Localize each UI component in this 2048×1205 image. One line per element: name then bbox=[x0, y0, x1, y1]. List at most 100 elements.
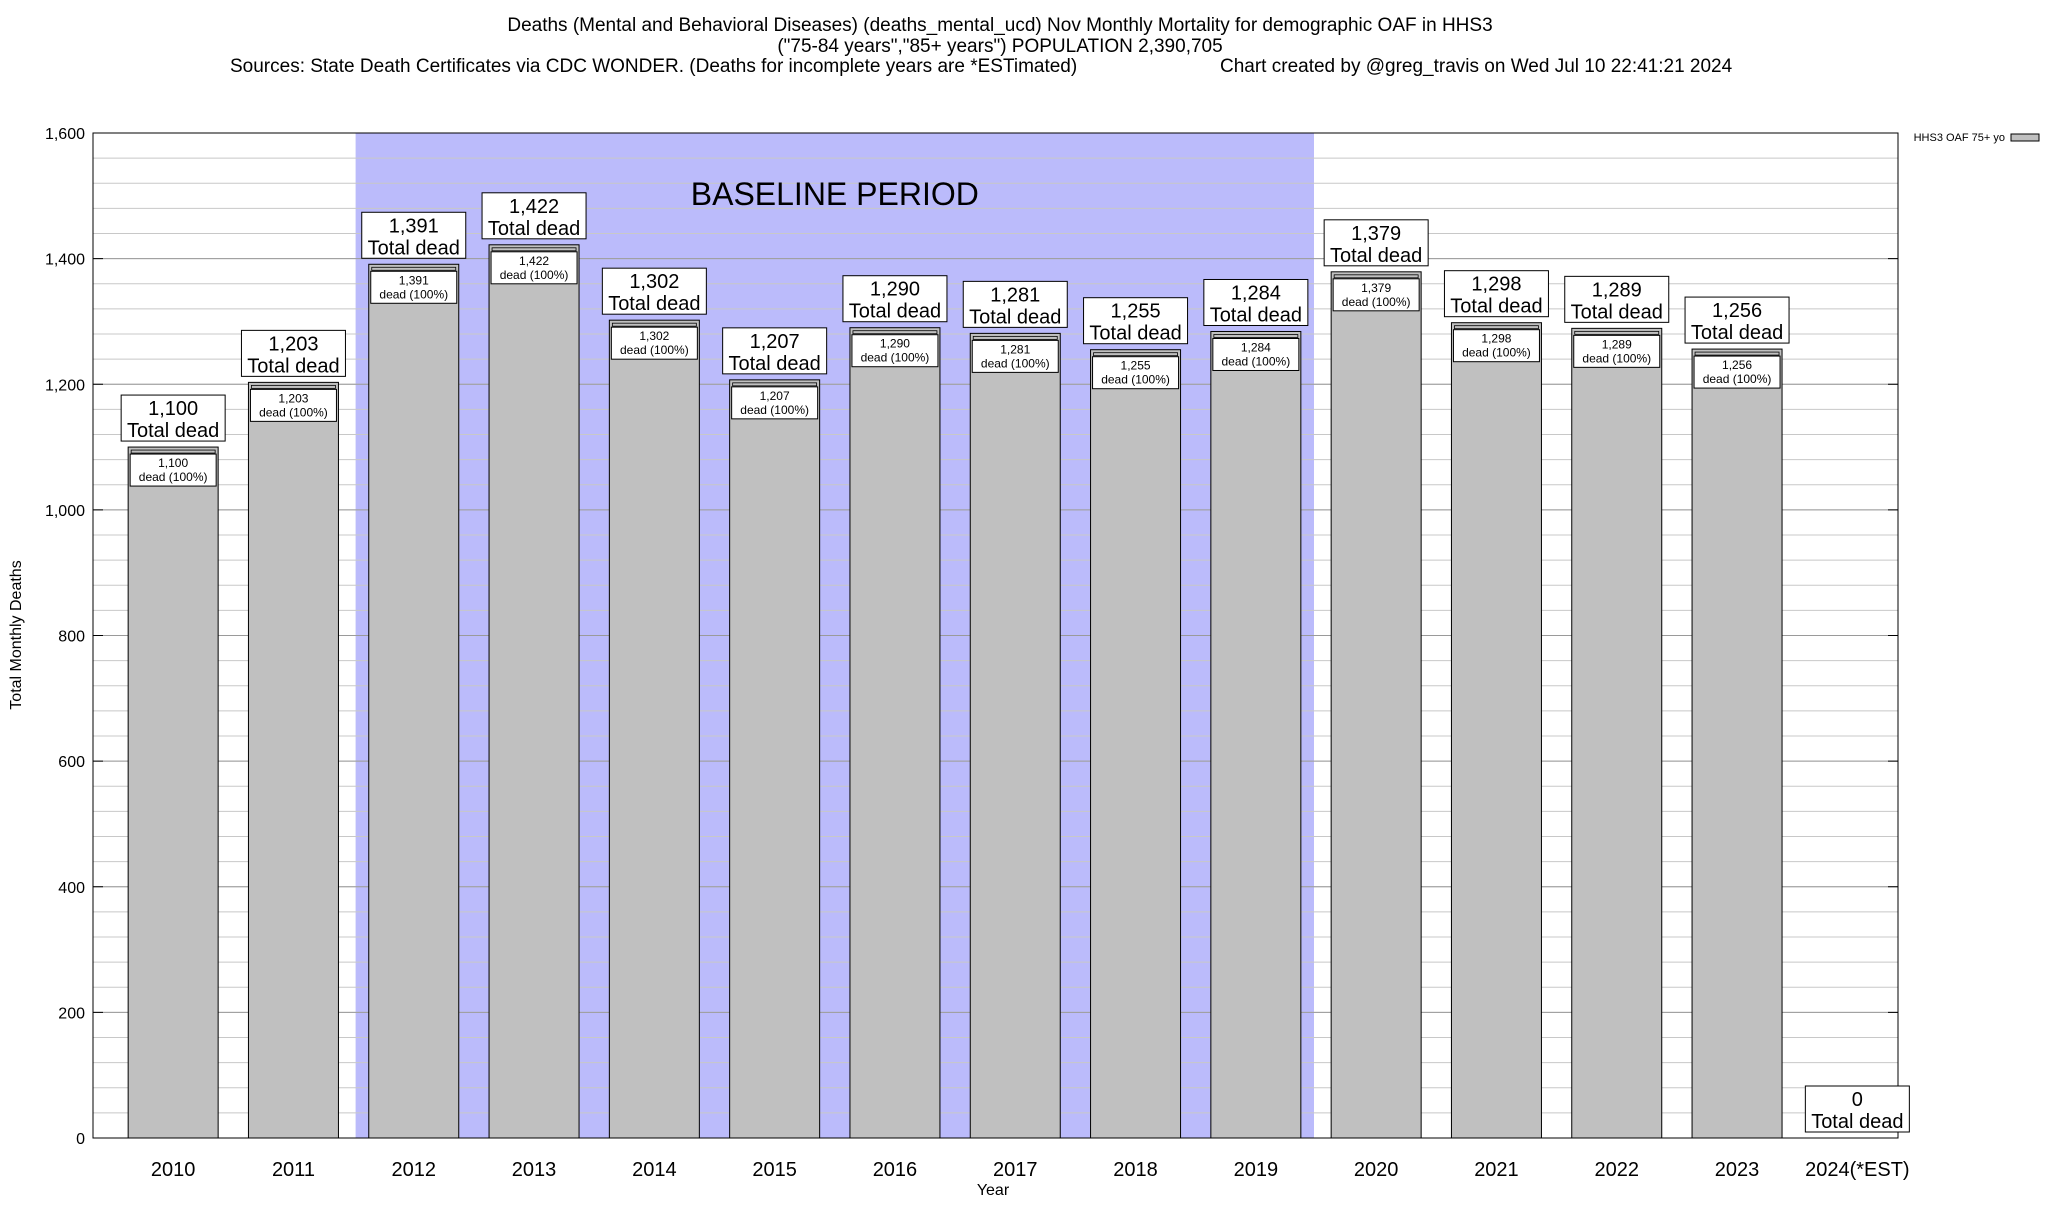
bar-inner-value: 1,298 bbox=[1481, 332, 1511, 346]
total-label-caption: Total dead bbox=[1210, 304, 1302, 326]
bar-inner-box bbox=[249, 388, 337, 422]
total-label-value: 1,203 bbox=[268, 333, 318, 355]
chart-credit: Chart created by @greg_travis on Wed Jul… bbox=[1220, 56, 1733, 77]
total-label-value: 1,422 bbox=[509, 196, 559, 218]
total-label-caption: Total dead bbox=[1691, 322, 1783, 344]
bar-inner-caption: dead (100%) bbox=[1582, 351, 1651, 365]
bar-inner-value: 1,255 bbox=[1121, 359, 1151, 373]
total-label-caption: Total dead bbox=[969, 306, 1061, 328]
bar-inner-box bbox=[1332, 278, 1420, 312]
total-label-box bbox=[1203, 278, 1309, 326]
total-label-box bbox=[361, 211, 467, 259]
total-label-caption: Total dead bbox=[1450, 296, 1542, 318]
bar-inner-value: 1,379 bbox=[1361, 281, 1391, 295]
total-label-value: 1,391 bbox=[389, 215, 439, 237]
bar-inner-value: 1,290 bbox=[880, 337, 910, 351]
bar-inner-box bbox=[1573, 334, 1661, 368]
bar-top-edge bbox=[732, 382, 818, 387]
total-label-caption: Total dead bbox=[1330, 245, 1422, 267]
x-tick-label: 2021 bbox=[1474, 1159, 1519, 1181]
total-label-caption: Total dead bbox=[488, 218, 580, 240]
x-tick-label: 2023 bbox=[1715, 1159, 1760, 1181]
bar bbox=[849, 327, 941, 1139]
total-label-value: 1,100 bbox=[148, 398, 198, 420]
total-label-caption: Total dead bbox=[849, 301, 941, 323]
bar-inner-caption: dead (100%) bbox=[620, 343, 689, 357]
x-axis-label: Year bbox=[977, 1182, 1010, 1199]
bar-inner-caption: dead (100%) bbox=[500, 268, 569, 282]
total-label-box bbox=[1323, 219, 1429, 267]
y-tick-label: 1,000 bbox=[45, 503, 85, 520]
x-tick-label: 2022 bbox=[1595, 1159, 1640, 1181]
bar-inner-caption: dead (100%) bbox=[1221, 354, 1290, 368]
x-tick-label: 2011 bbox=[272, 1159, 315, 1181]
total-label-caption: Total dead bbox=[1089, 323, 1181, 345]
bar-inner-value: 1,256 bbox=[1722, 358, 1752, 372]
bar-inner-caption: dead (100%) bbox=[1342, 295, 1411, 309]
bar bbox=[1450, 322, 1542, 1139]
total-label-box bbox=[1804, 1085, 1910, 1133]
total-label-caption: Total dead bbox=[368, 237, 460, 259]
bar bbox=[1090, 349, 1182, 1139]
bar-top-edge bbox=[1093, 352, 1178, 357]
chart-title-line2: ("75-84 years","85+ years") POPULATION 2… bbox=[777, 36, 1222, 57]
bar bbox=[488, 244, 580, 1139]
x-tick-label: 2017 bbox=[993, 1159, 1038, 1181]
bar-inner-caption: dead (100%) bbox=[1462, 346, 1531, 360]
x-tick-label: 2015 bbox=[752, 1159, 797, 1181]
total-label-value: 1,281 bbox=[990, 284, 1040, 306]
total-label-value: 1,290 bbox=[870, 279, 920, 301]
bar-top-edge bbox=[130, 449, 216, 454]
bar-inner-value: 1,100 bbox=[158, 456, 188, 470]
total-label-value: 1,302 bbox=[629, 271, 679, 293]
bar-inner-caption: dead (100%) bbox=[139, 470, 208, 484]
total-label-box bbox=[481, 192, 587, 240]
bar-inner-value: 1,289 bbox=[1602, 337, 1632, 351]
bar-top-edge bbox=[1333, 274, 1419, 279]
bar-top-edge bbox=[1213, 334, 1299, 338]
bar-top-edge bbox=[1454, 325, 1539, 330]
y-axis-label: Total Monthly Deaths bbox=[8, 560, 25, 709]
bar bbox=[1210, 330, 1302, 1139]
x-tick-label: 2020 bbox=[1354, 1159, 1399, 1181]
total-label-caption: Total dead bbox=[127, 420, 219, 442]
bar bbox=[608, 319, 700, 1139]
chart-sources: Sources: State Death Certificates via CD… bbox=[230, 56, 1077, 77]
total-label-box bbox=[722, 327, 828, 375]
total-label-box bbox=[1443, 270, 1549, 318]
bar-top-edge bbox=[972, 335, 1058, 340]
bar-top-edge bbox=[491, 247, 577, 252]
legend-swatch bbox=[2010, 133, 2040, 142]
bar bbox=[729, 379, 821, 1139]
y-tick-label: 1,200 bbox=[45, 377, 85, 394]
x-tick-label: 2018 bbox=[1113, 1159, 1158, 1181]
total-label-box bbox=[1083, 297, 1189, 345]
x-tick-label: 2012 bbox=[392, 1159, 437, 1181]
bar-top-edge bbox=[371, 266, 457, 271]
total-label-value: 1,379 bbox=[1351, 223, 1401, 245]
bar bbox=[368, 263, 460, 1139]
bar bbox=[969, 332, 1061, 1139]
bar bbox=[1330, 271, 1422, 1139]
bar-top-edge bbox=[1574, 330, 1660, 335]
bar-inner-caption: dead (100%) bbox=[1101, 373, 1170, 387]
y-tick-label: 400 bbox=[58, 880, 85, 897]
bar-inner-box bbox=[851, 334, 939, 368]
total-label-box bbox=[601, 267, 707, 315]
chart-title-line1: Deaths (Mental and Behavioral Diseases) … bbox=[507, 15, 1492, 36]
bar-inner-box bbox=[610, 326, 698, 360]
y-tick-label: 0 bbox=[76, 1131, 85, 1148]
total-label-caption: Total dead bbox=[1571, 301, 1663, 323]
y-tick-label: 1,600 bbox=[45, 126, 85, 143]
bar-top-edge bbox=[611, 322, 697, 327]
bar bbox=[1571, 327, 1663, 1139]
bar-inner-value: 1,302 bbox=[639, 329, 669, 343]
total-label-box bbox=[842, 275, 948, 323]
y-tick-label: 200 bbox=[58, 1005, 85, 1022]
bar-inner-value: 1,207 bbox=[760, 389, 790, 403]
bar-inner-box bbox=[1452, 329, 1540, 363]
total-label-value: 1,207 bbox=[750, 331, 800, 353]
bar-inner-value: 1,391 bbox=[399, 273, 429, 287]
bar-inner-value: 1,284 bbox=[1241, 340, 1271, 354]
bar-inner-box bbox=[1693, 355, 1781, 389]
